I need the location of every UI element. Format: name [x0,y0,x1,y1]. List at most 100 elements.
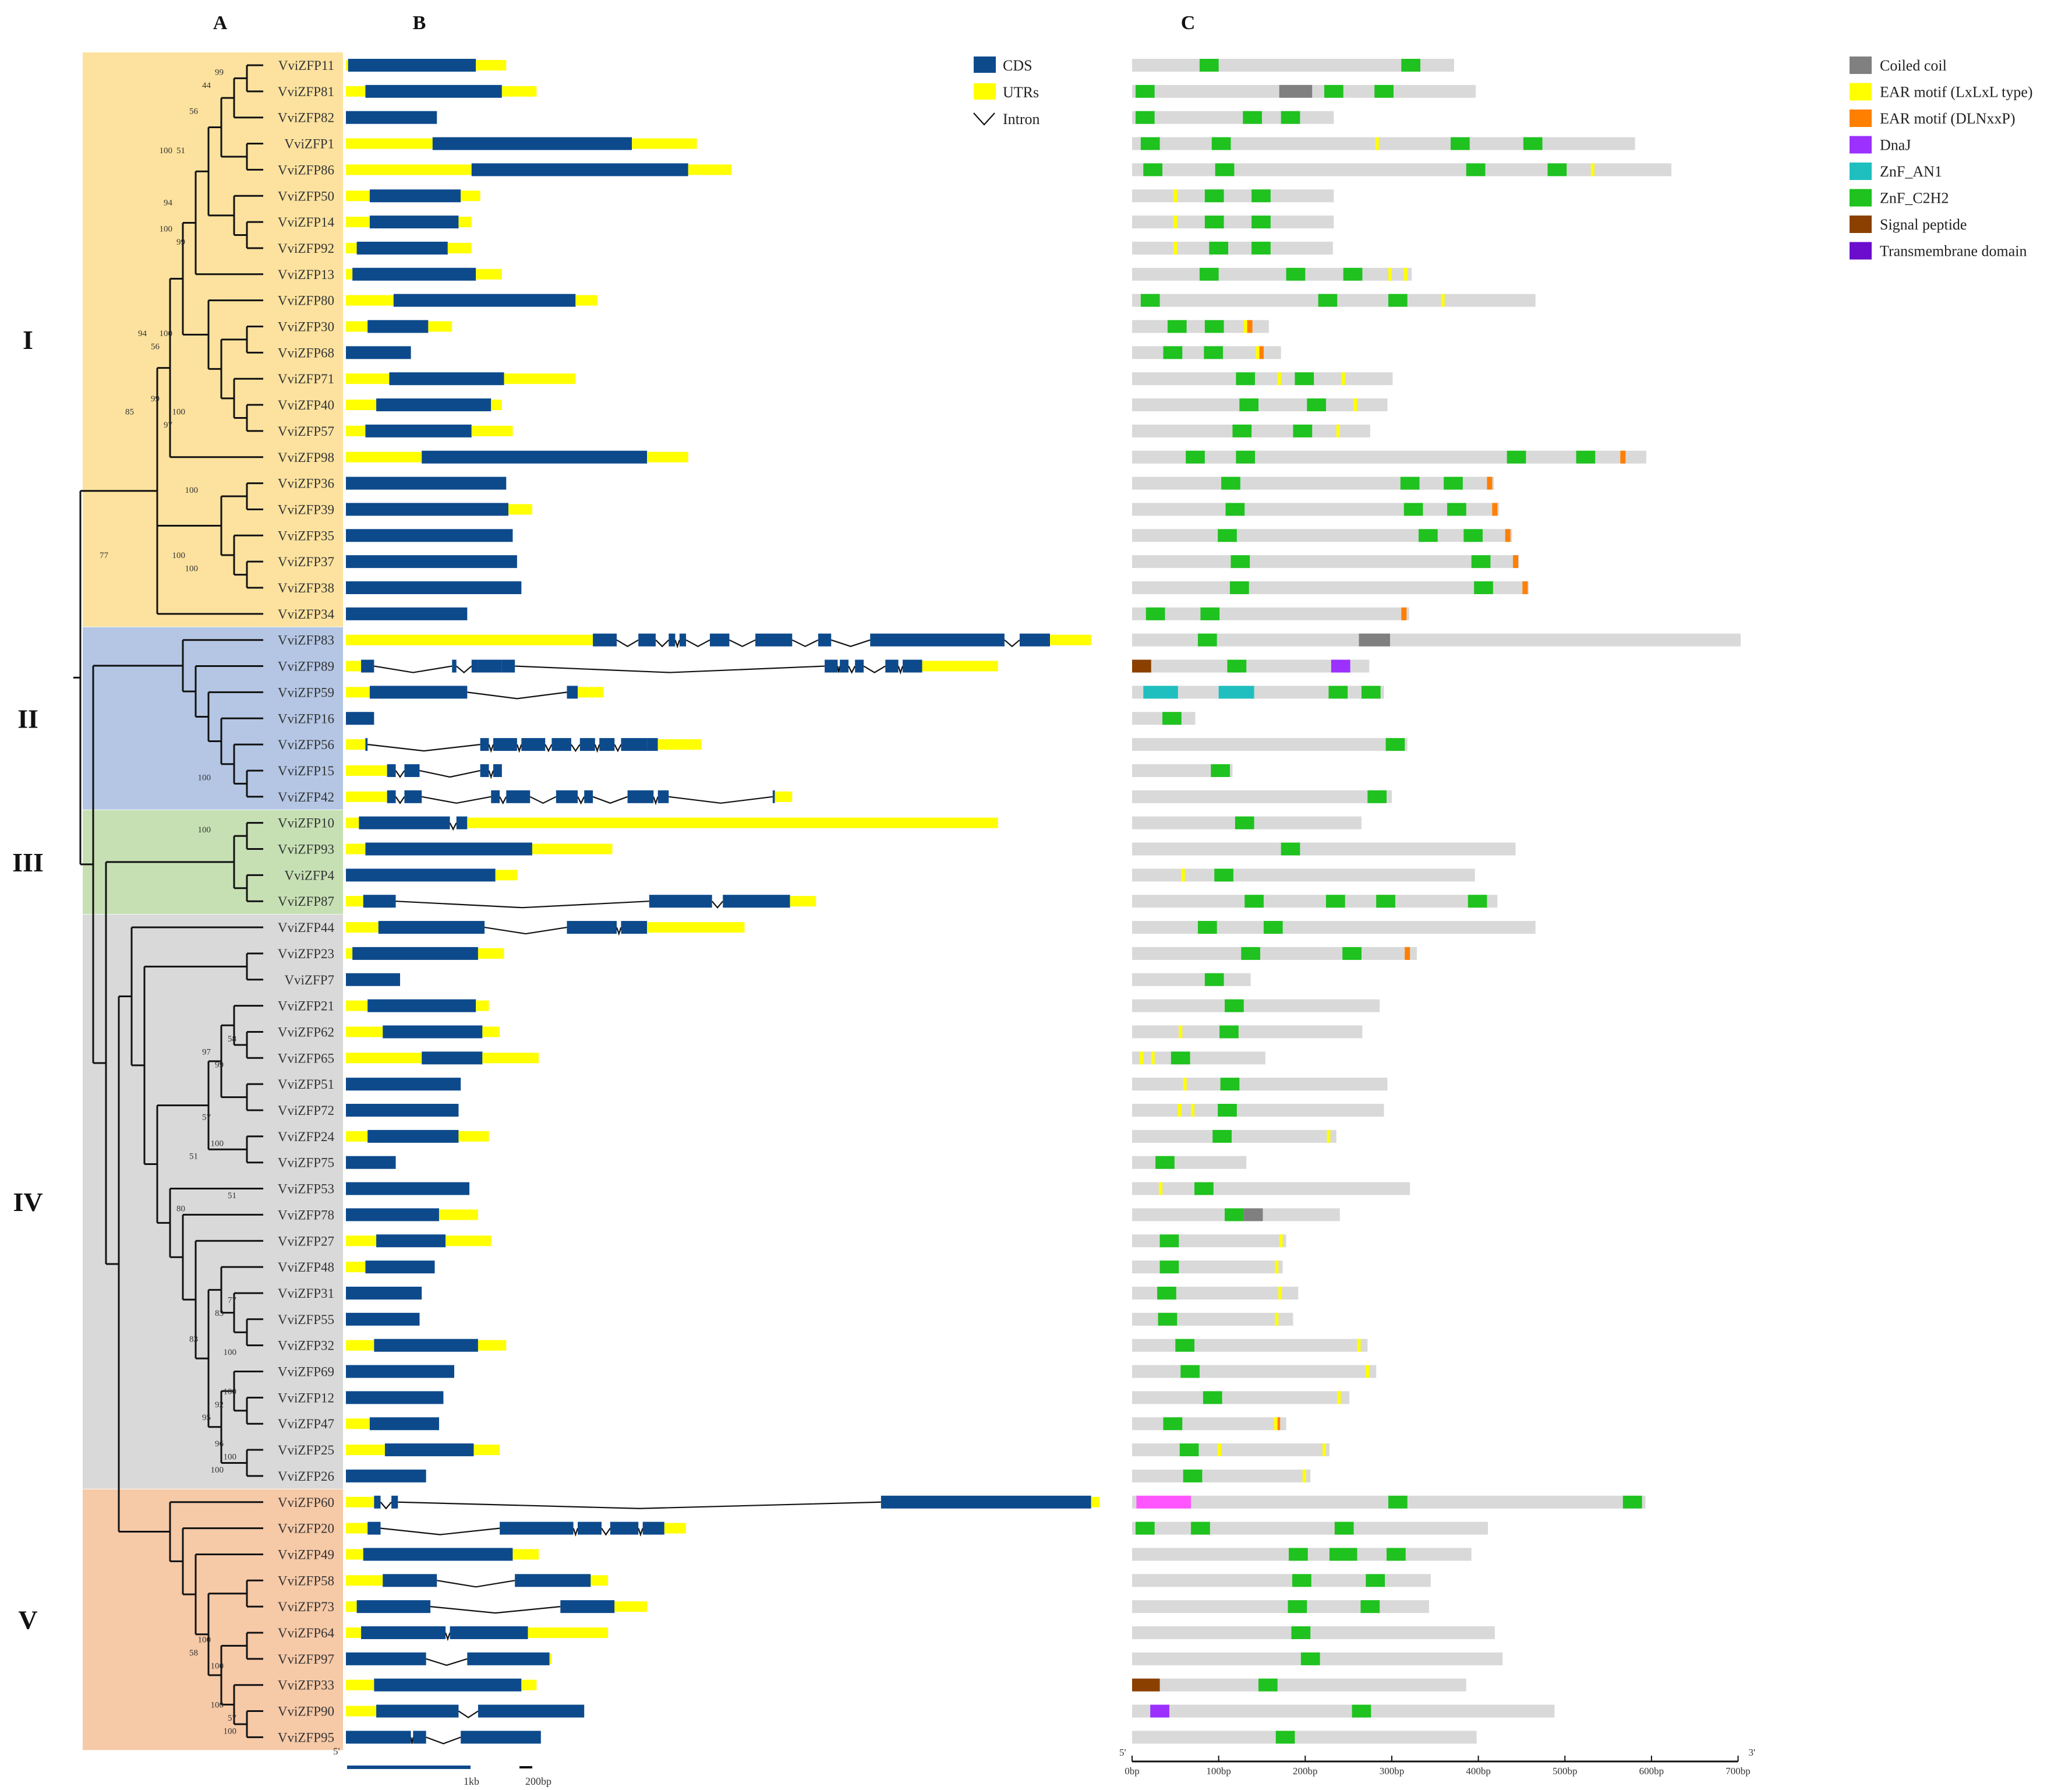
domain-block [1275,1731,1295,1744]
utr-segment [346,295,394,306]
protein-bar [1132,738,1408,751]
cds-exon [346,503,508,516]
protein-bar [1132,111,1334,124]
protein-backbone [1132,267,1412,281]
protein-bar [1132,1078,1388,1091]
domain-block [1388,1495,1408,1509]
cds-exon [346,1312,420,1326]
gene-structure [346,764,502,779]
domain-block [1145,607,1165,620]
gene-structure [346,607,468,620]
domain-block [1366,1574,1385,1587]
intron-line [422,796,492,804]
cds-exon [461,1731,541,1744]
gene-name: VviZFP73 [278,1600,334,1614]
domain-block [1328,686,1348,699]
bootstrap-value: 94 [138,329,147,338]
cds-exon [346,712,374,725]
gene-name: VviZFP39 [278,502,334,517]
gene-structure [346,633,1091,649]
gene-name: VviZFP10 [278,816,334,831]
utr-segment [549,1653,552,1664]
gene-name: VviZFP44 [278,920,335,935]
gene-structure [346,1208,478,1221]
protein-bar [1132,868,1475,882]
utr-segment [504,373,576,384]
utr-segment [428,321,452,332]
cds-exon [478,659,502,673]
cds-exon [404,790,422,803]
domain-block [1466,163,1486,176]
domain-block [1247,320,1253,333]
domain-block [1419,529,1438,542]
domain-block [1211,764,1230,777]
cds-exon [365,738,368,751]
cds-exon [346,1208,439,1221]
gene-name: VviZFP12 [278,1390,334,1405]
domain-legend-swatch [1850,189,1872,207]
cds-exon [885,659,899,673]
cds-exon [376,398,492,412]
intron-line [398,1501,881,1509]
cds-exon [367,320,429,333]
domain-block [1197,633,1217,647]
cds-exon [579,738,595,751]
domain-block [1281,111,1300,124]
protein-backbone [1132,450,1646,464]
utr-segment [476,269,502,280]
protein-backbone [1132,1704,1555,1718]
bootstrap-value: 97 [164,421,173,430]
cds-exon [391,1495,398,1509]
cds-exon [551,738,571,751]
gene-name: VviZFP82 [278,111,334,125]
gene-structure [346,450,688,464]
intron-line [848,666,856,674]
domain-block [1157,1286,1176,1300]
gene-name: VviZFP16 [278,711,334,726]
domain-block [1194,1182,1214,1195]
domain-block [1277,1417,1281,1431]
bootstrap-value: 57 [202,1113,211,1122]
bootstrap-value: 51 [228,1191,236,1201]
protein-backbone [1132,633,1741,647]
bootstrap-value: 100 [224,1727,237,1736]
cds-exon [560,1600,615,1614]
gene-name: VviZFP38 [278,581,334,595]
utr-segment [478,1340,507,1351]
bootstrap-value: 51 [189,1152,198,1161]
cds-exon [346,973,400,986]
cds-exon [493,764,502,777]
gene-structure [346,947,504,960]
gene-structure [346,1652,552,1667]
domain-block [1288,1600,1307,1614]
intron-line [395,901,649,909]
domain-block [1171,1051,1190,1065]
cds-exon [471,163,688,176]
domain-block [1191,1521,1210,1535]
domain-block [1186,450,1205,464]
domain-block [1167,320,1187,333]
domain-block [1385,738,1405,751]
protein-bar [1132,372,1393,386]
bootstrap-value: 44 [202,81,211,90]
protein-backbone [1132,1261,1283,1274]
axis-tick-label: 600bp [1639,1766,1664,1777]
cds-exon [387,790,396,803]
domain-block [1204,216,1224,229]
utr-segment [346,1706,377,1717]
domain-legend-label: ZnF_AN1 [1880,163,1942,180]
bootstrap-value: 100 [185,564,199,574]
protein-bar [1132,267,1412,281]
gene-structure [346,1339,507,1352]
domain-block [1180,1365,1200,1378]
domain-block [1178,1104,1182,1117]
domain-block [1143,163,1163,176]
domain-block [1140,1051,1144,1065]
gene-name: VviZFP48 [278,1260,334,1274]
domain-block [1471,555,1491,569]
domain-block [1447,503,1466,516]
utr-segment [647,451,688,462]
domain-block [1227,659,1247,673]
domain-block [1218,1443,1222,1457]
